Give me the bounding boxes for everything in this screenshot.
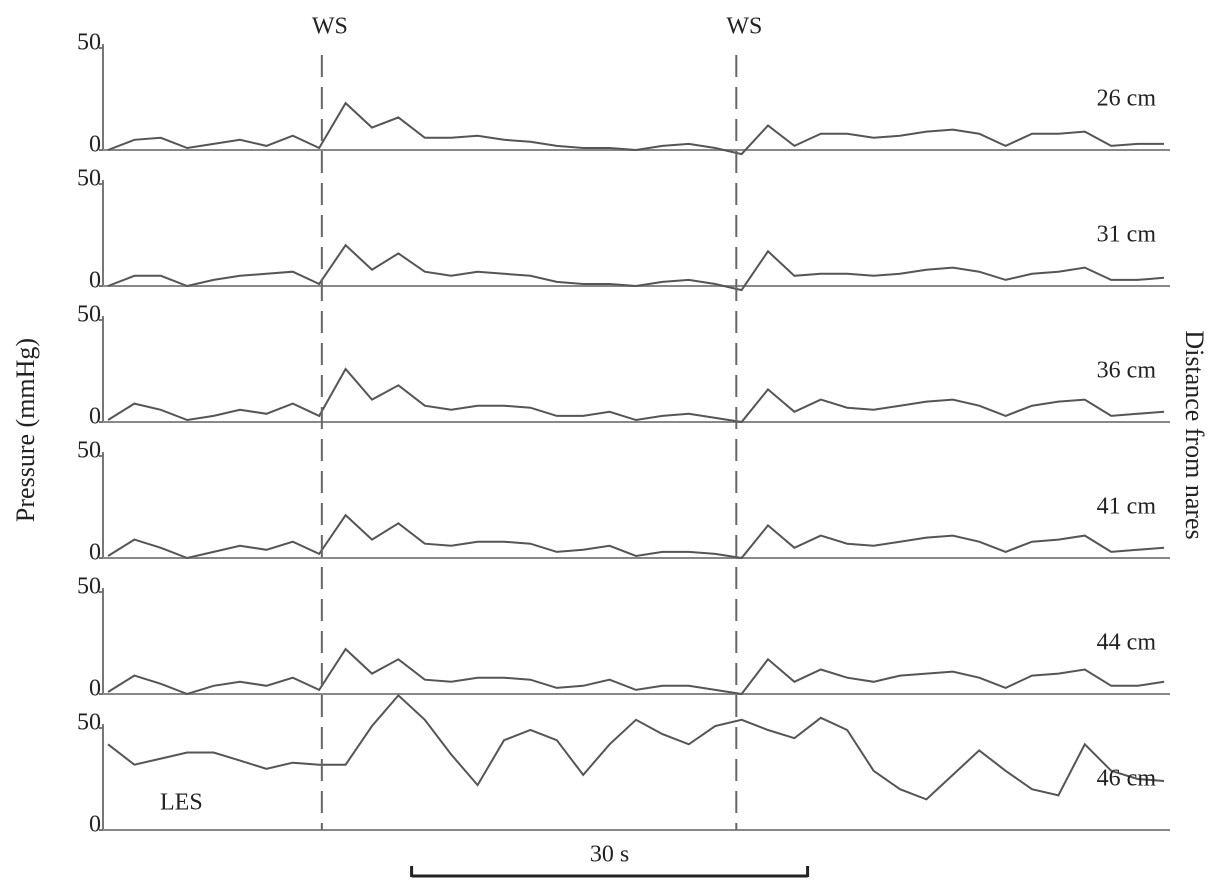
trace (107, 693, 1165, 801)
scale-bar-label: 30 s (590, 842, 629, 868)
channel-label: 46 cm (1097, 766, 1157, 792)
y-tick-label: 0 (89, 404, 101, 430)
y-tick-label: 0 (89, 268, 101, 294)
y-tick-label: 50 (77, 166, 101, 192)
y-tick-label: 50 (77, 302, 101, 328)
trace (107, 647, 1165, 696)
y-tick-label: 50 (77, 574, 101, 600)
channel-label: 31 cm (1097, 222, 1157, 248)
annotation: LES (160, 790, 203, 816)
y-tick-label: 50 (77, 30, 101, 56)
y-tick-label: 0 (89, 132, 101, 158)
right-axis-label: Distance from nares (1180, 330, 1209, 539)
trace (107, 243, 1165, 292)
y-axis-label: Pressure (mmHg) (11, 338, 40, 522)
channel-label: 26 cm (1097, 86, 1157, 112)
y-tick-label: 0 (89, 676, 101, 702)
y-tick-label: 50 (77, 710, 101, 736)
channel-label: 44 cm (1097, 630, 1157, 656)
event-label: WS (726, 14, 762, 40)
channel-label: 36 cm (1097, 358, 1157, 384)
channel-label: 41 cm (1097, 494, 1157, 520)
event-label: WS (312, 14, 348, 40)
y-tick-label: 0 (89, 812, 101, 838)
y-tick-label: 50 (77, 438, 101, 464)
trace (107, 513, 1165, 560)
trace (107, 101, 1164, 156)
y-tick-label: 0 (89, 540, 101, 566)
trace (107, 367, 1165, 424)
